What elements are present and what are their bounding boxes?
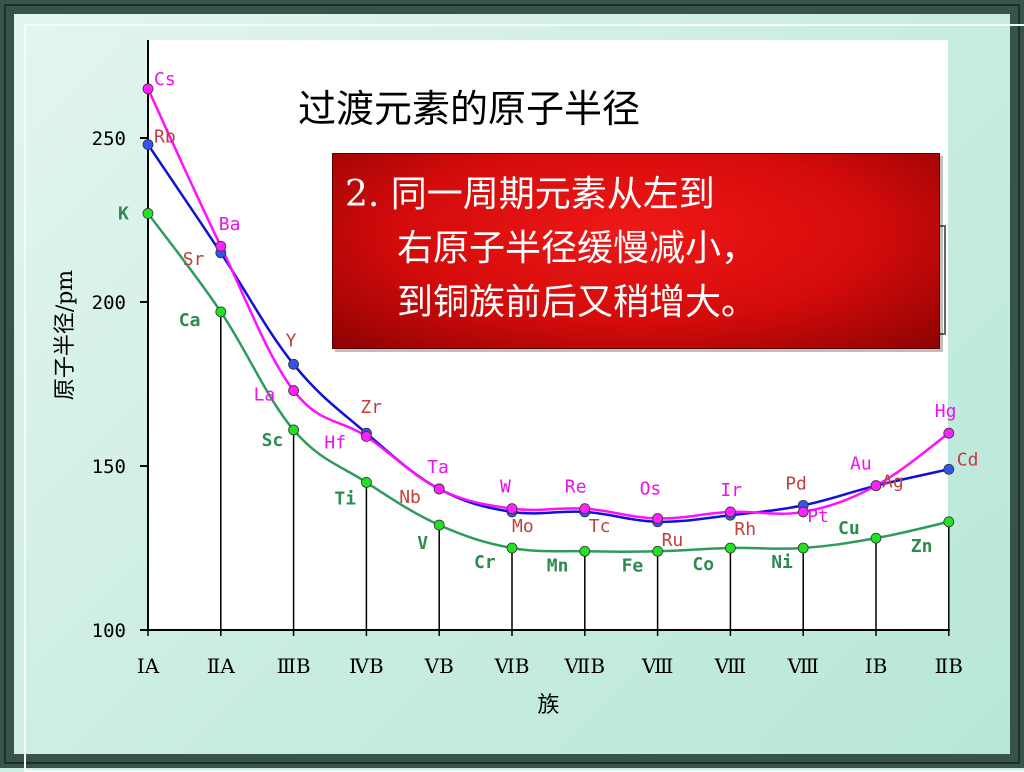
data-point: [797, 542, 809, 554]
data-point: [433, 483, 445, 495]
x-tick-label: Ⅷ: [786, 654, 819, 678]
element-label: Cu: [838, 518, 860, 539]
data-point: [360, 431, 372, 442]
element-label: Sr: [183, 249, 205, 270]
element-label: Cr: [474, 552, 496, 573]
note-line-2: 右原子半径缓慢减小，: [397, 228, 758, 269]
element-label: Ni: [771, 552, 793, 573]
data-point: [579, 545, 591, 557]
element-label: W: [500, 477, 511, 498]
element-label: Pt: [807, 506, 829, 527]
element-label: Ag: [882, 472, 904, 493]
element-label: Hg: [935, 401, 957, 422]
x-tick-label: ⅤB: [424, 654, 454, 678]
element-label: Y: [286, 330, 297, 351]
element-label: Co: [692, 554, 714, 575]
note-line-1: 2. 同一周期元素从左到: [345, 174, 715, 215]
element-label: Au: [850, 454, 872, 475]
element-label: V: [417, 533, 428, 554]
element-label: La: [254, 385, 276, 406]
element-label: Cd: [957, 449, 979, 470]
x-tick-label: ⅣB: [349, 654, 384, 678]
element-label: Tc: [589, 516, 611, 537]
element-label: Ti: [334, 488, 356, 509]
element-label: Ru: [662, 530, 684, 551]
data-point: [142, 83, 154, 95]
data-point: [215, 240, 227, 252]
element-labels: K Ca Sc Ti V Cr Mn Fe Co Ni Cu Zn Rb Sr Y Zr Nb Mo Tc Ru Rh P…: [118, 69, 978, 576]
x-tick-label: ⅠA: [137, 654, 160, 678]
element-label: Rb: [154, 127, 176, 148]
element-label: Ba: [219, 214, 241, 235]
data-point: [506, 503, 518, 515]
x-axis-title: 族: [537, 693, 559, 718]
y-axis-title: 原子半径/pm: [53, 270, 78, 400]
x-tick-label: ⅥB: [494, 654, 530, 678]
element-label: Os: [640, 478, 662, 499]
data-point: [579, 503, 591, 515]
axes: 100 150 200 250 ⅠA ⅡA ⅢB ⅣB ⅤB ⅥB ⅦB Ⅷ Ⅷ Ⅷ ⅠB ⅡB 族 原子半径/p…: [53, 40, 963, 718]
data-point: [943, 463, 955, 475]
y-tick-label: 200: [92, 292, 126, 314]
element-label: Re: [565, 477, 587, 498]
element-label: Sc: [262, 430, 284, 451]
data-point: [725, 542, 736, 554]
data-point: [943, 427, 955, 439]
element-label: Ta: [427, 457, 449, 478]
note-line-3: 到铜族前后又稍增大。: [397, 282, 758, 323]
data-point: [797, 506, 809, 518]
chart-title: 过渡元素的原子半径: [298, 87, 641, 131]
element-label: Cs: [154, 69, 176, 90]
element-label: Mn: [547, 555, 569, 576]
data-point: [506, 542, 518, 554]
element-label: Ca: [179, 310, 201, 331]
data-point: [652, 513, 663, 524]
x-tick-label: ⅡA: [207, 654, 236, 678]
data-point: [943, 516, 955, 528]
data-point: [652, 545, 663, 557]
data-point: [870, 532, 882, 544]
data-point: [142, 208, 154, 219]
note-box: 2. 同一周期元素从左到 右原子半径缓慢减小， 到铜族前后又稍增大。: [332, 153, 940, 349]
element-label: Mo: [512, 516, 534, 537]
element-label: Hf: [324, 432, 346, 453]
data-point: [288, 358, 300, 370]
data-point: [433, 519, 445, 531]
element-label: Fe: [622, 555, 644, 576]
x-tick-label: ⅡB: [935, 654, 963, 678]
x-tick-label: ⅠB: [865, 654, 888, 678]
data-point: [870, 480, 882, 492]
data-point: [725, 506, 736, 518]
series-markers: [142, 83, 955, 557]
data-point: [288, 424, 300, 436]
element-label: Zn: [911, 536, 933, 557]
x-tick-label: ⅦB: [564, 654, 606, 678]
element-label: Ir: [720, 480, 742, 501]
element-label: K: [118, 203, 129, 224]
data-point: [142, 139, 154, 150]
element-label: Pd: [785, 473, 807, 494]
y-tick-label: 250: [92, 128, 126, 150]
element-label: Rh: [734, 519, 756, 540]
element-label: Zr: [360, 397, 382, 418]
y-tick-label: 100: [92, 620, 126, 642]
y-tick-label: 150: [92, 456, 126, 478]
data-point: [360, 476, 372, 488]
data-point: [288, 385, 300, 396]
element-label: Nb: [399, 487, 421, 508]
x-tick-label: Ⅷ: [641, 654, 674, 678]
x-tick-label: Ⅷ: [714, 654, 747, 678]
x-tick-label: ⅢB: [277, 654, 311, 678]
data-point: [215, 306, 227, 318]
